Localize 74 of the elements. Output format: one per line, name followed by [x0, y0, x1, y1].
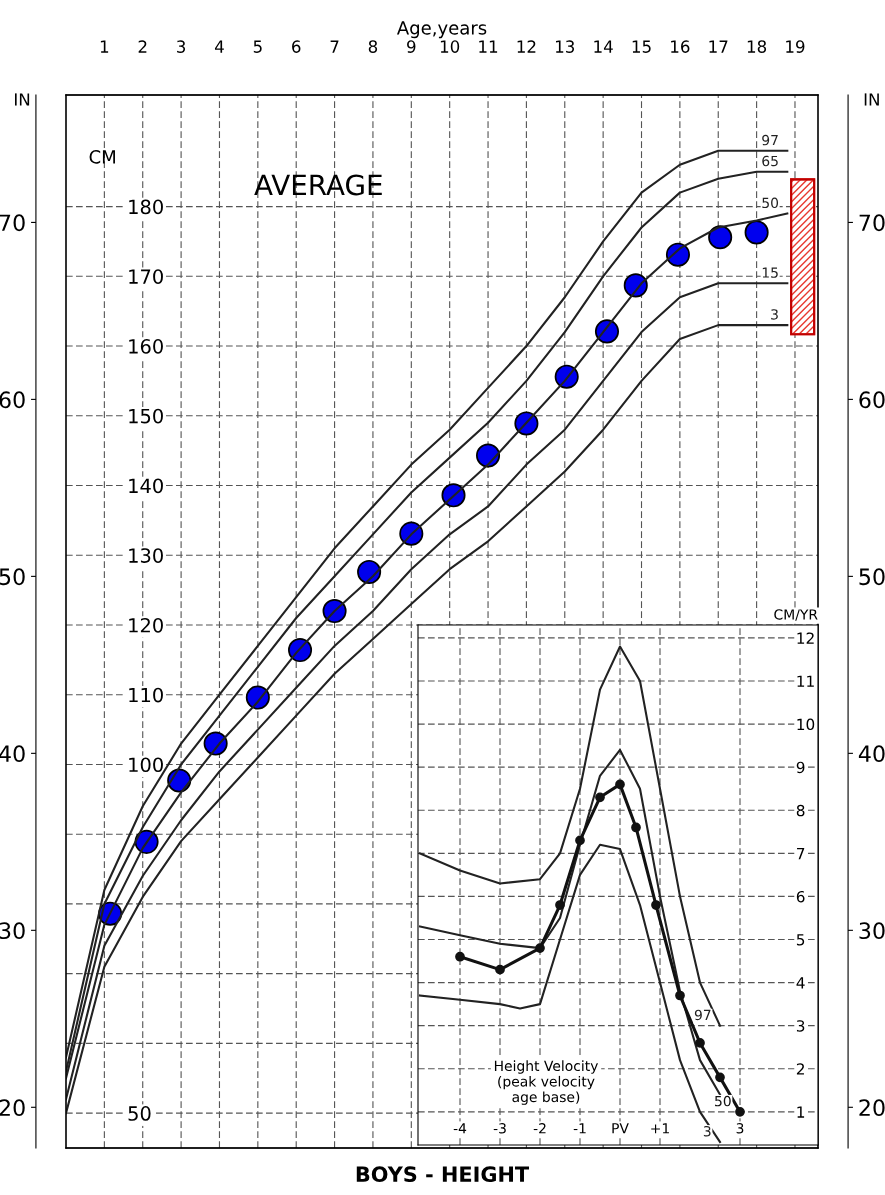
text: BOYS - HEIGHT	[356, 1166, 530, 1183]
y3-tick-label: 40	[0, 745, 25, 763]
x-tick-label: PV	[612, 1123, 629, 1134]
y-tick-label: 1	[797, 1106, 805, 1118]
y-tick-label: 110	[129, 687, 163, 703]
y-tick-label: 130	[129, 548, 163, 563]
y2-tick-label: 60	[859, 391, 885, 409]
y-tick-label: 8	[796, 804, 805, 817]
y2-tick-label: 70	[859, 214, 885, 232]
annotation: Height Velocity (peak velocity age base)	[494, 1060, 598, 1105]
x-tick-label: -3	[493, 1123, 506, 1134]
y-tick-label: 4	[796, 977, 805, 989]
x-tick-label: 5	[253, 40, 262, 53]
y-tick-label: 150	[129, 408, 163, 424]
x-tick-label: -1	[573, 1123, 586, 1134]
x-tick-label: 15	[632, 40, 651, 53]
y-tick-label: 10	[797, 718, 815, 731]
annotation: AVERAGE	[254, 174, 382, 196]
series-label: 65	[762, 155, 778, 167]
y3-axis-title: IN	[15, 93, 30, 106]
x-tick-label: 12	[517, 40, 536, 53]
x-tick-label: -4	[453, 1123, 467, 1134]
y-tick-label: 170	[129, 269, 163, 284]
y-tick-label: 7	[797, 848, 805, 860]
y2-tick-label: 50	[859, 568, 885, 586]
series-label: 50	[762, 197, 779, 209]
y-tick-label: 100	[129, 757, 163, 773]
y-tick-label: 2	[796, 1063, 804, 1075]
x-tick-label: 9	[407, 40, 416, 53]
x-tick-label: 17	[709, 40, 728, 53]
x-tick-label: 14	[594, 40, 613, 53]
x-tick-label: 18	[747, 40, 767, 53]
x-tick-label: 19	[786, 40, 805, 53]
series-label: 15	[762, 267, 778, 278]
y2-tick-label: 40	[858, 745, 885, 763]
series-label: 97	[762, 134, 778, 146]
series-label: 3	[771, 309, 778, 320]
y-tick-label: 3	[796, 1020, 805, 1032]
series-label: 50	[715, 1095, 731, 1107]
y3-tick-label: 60	[0, 391, 25, 409]
y2-axis-title: IN	[864, 93, 879, 106]
y3-tick-label: 20	[0, 1099, 25, 1117]
x-tick-label: -2	[533, 1123, 546, 1134]
y-tick-label: 180	[129, 199, 163, 215]
x-tick-label: 16	[671, 40, 690, 53]
y-tick-label: 11	[797, 675, 814, 687]
x-tick-label: 6	[292, 40, 301, 53]
y-tick-label: 12	[797, 632, 814, 644]
y-tick-label: 140	[129, 478, 163, 494]
y-tick-label: 50	[128, 1106, 151, 1121]
y3-tick-label: 30	[0, 922, 25, 940]
y-tick-label: 160	[129, 339, 163, 354]
y-axis-title: CM	[89, 150, 115, 164]
x-tick-label: 8	[368, 40, 378, 53]
x-tick-label: +1	[651, 1123, 669, 1134]
x-tick-label: 10	[440, 40, 460, 53]
x-tick-label: 4	[214, 40, 224, 53]
y3-tick-label: 70	[0, 214, 25, 232]
y-tick-label: 6	[796, 890, 805, 903]
y-tick-label: 120	[129, 617, 163, 633]
y3-tick-label: 50	[0, 568, 25, 586]
y-tick-label: 9	[796, 761, 805, 774]
x-tick-label: 1	[100, 40, 109, 53]
x-tick-label: 7	[330, 40, 339, 53]
x-tick-label: 3	[177, 40, 186, 53]
x-axis-title: Age,years	[396, 21, 487, 39]
x-tick-label: 11	[479, 40, 498, 53]
x-tick-label: 13	[556, 40, 575, 53]
y2-tick-label: 20	[859, 1099, 885, 1117]
x-tick-label: 3	[736, 1123, 744, 1134]
series-label: 97	[694, 1009, 711, 1021]
y2-tick-label: 30	[859, 922, 885, 940]
y-axis-title: CM/YR	[774, 609, 818, 621]
y-tick-label: 5	[796, 934, 805, 946]
